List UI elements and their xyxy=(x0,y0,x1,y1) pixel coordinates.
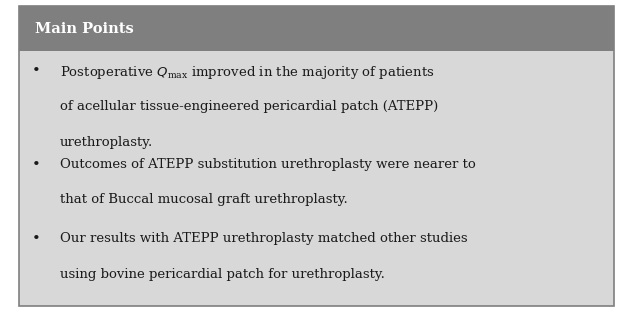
Text: •: • xyxy=(32,158,41,172)
Text: of acellular tissue-engineered pericardial patch (ATEPP): of acellular tissue-engineered pericardi… xyxy=(60,100,439,113)
Text: •: • xyxy=(32,232,41,246)
Text: Our results with ATEPP urethroplasty matched other studies: Our results with ATEPP urethroplasty mat… xyxy=(60,232,468,246)
Text: Postoperative $\it{Q}_{\mathregular{max}}$ improved in the majority of patients: Postoperative $\it{Q}_{\mathregular{max}… xyxy=(60,64,435,81)
Text: urethroplasty.: urethroplasty. xyxy=(60,136,153,149)
Text: using bovine pericardial patch for urethroplasty.: using bovine pericardial patch for ureth… xyxy=(60,268,385,281)
Text: Outcomes of ATEPP substitution urethroplasty were nearer to: Outcomes of ATEPP substitution urethropl… xyxy=(60,158,476,171)
Bar xyxy=(19,6,614,51)
Text: •: • xyxy=(32,64,41,78)
Text: Main Points: Main Points xyxy=(35,22,134,36)
Text: that of Buccal mucosal graft urethroplasty.: that of Buccal mucosal graft urethroplas… xyxy=(60,193,348,207)
